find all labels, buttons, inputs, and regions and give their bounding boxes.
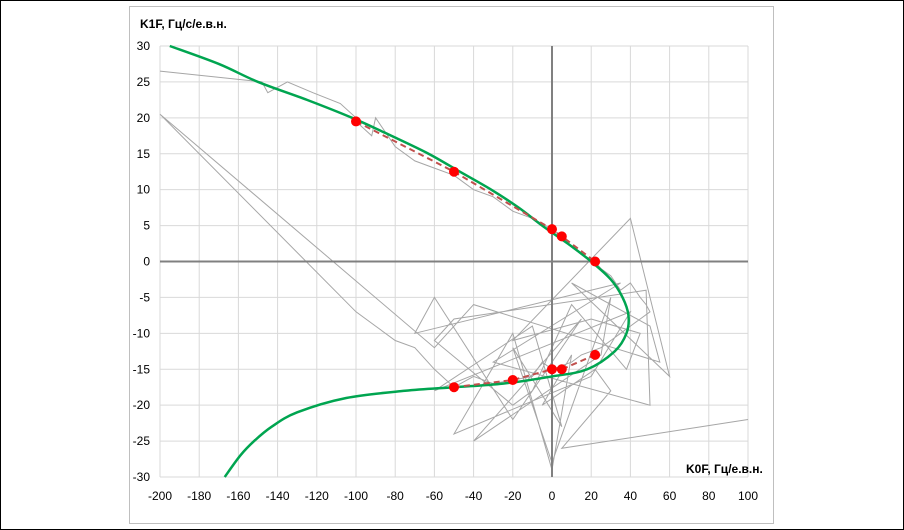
y-tick-label: 20 xyxy=(137,111,151,125)
tick-labels: -200 -180 -160 -140 -120 -100 -80 -60 -40 -20 0 20 4… xyxy=(133,39,759,503)
x-tick-label: -40 xyxy=(465,489,483,503)
x-tick-label: 100 xyxy=(738,489,758,503)
lower-points-marker xyxy=(556,364,567,375)
y-tick-label: 0 xyxy=(143,255,150,269)
fitted-curve-line xyxy=(169,44,630,478)
y-tick-label: -15 xyxy=(133,362,151,376)
x-tick-label: -60 xyxy=(426,489,444,503)
y-axis-title: K1F, Гц/с/е.в.н. xyxy=(140,17,227,31)
plot-area: -200 -180 -160 -140 -120 -100 -80 -60 -40 -20 0 20 4… xyxy=(129,6,774,524)
y-tick-label: -5 xyxy=(139,290,150,304)
y-tick-label: -30 xyxy=(133,470,151,484)
y-tick-label: -20 xyxy=(133,398,151,412)
x-tick-label: -20 xyxy=(504,489,522,503)
y-tick-label: -25 xyxy=(133,434,151,448)
y-tick-label: 30 xyxy=(137,39,151,53)
marker-series xyxy=(351,116,601,393)
x-tick-label: -180 xyxy=(187,489,211,503)
upper-points-marker xyxy=(449,166,459,177)
zero-axes xyxy=(160,46,748,477)
x-tick-label: 60 xyxy=(663,489,677,503)
y-tick-label: 25 xyxy=(137,75,151,89)
x-tick-label: 80 xyxy=(702,489,716,503)
y-tick-label: 15 xyxy=(137,147,151,161)
x-tick-label: 20 xyxy=(585,489,599,503)
lower-points-marker xyxy=(507,375,518,386)
upper-points-marker xyxy=(590,256,601,267)
lower-points-dashed-line xyxy=(453,353,596,389)
x-tick-label: 0 xyxy=(549,489,556,503)
upper-points-marker xyxy=(351,116,361,127)
x-tick-label: -140 xyxy=(266,489,290,503)
upper-points-marker xyxy=(547,224,557,235)
x-tick-label: -100 xyxy=(344,489,368,503)
upper-points-marker xyxy=(556,231,567,242)
lower-points-marker xyxy=(547,364,557,375)
x-tick-label: -120 xyxy=(305,489,329,503)
x-tick-label: -160 xyxy=(226,489,250,503)
lower-points-marker xyxy=(449,382,459,393)
x-tick-label: -200 xyxy=(148,489,172,503)
x-axis-title: K0F, Гц/е.в.н. xyxy=(686,462,763,476)
x-tick-label: 40 xyxy=(624,489,638,503)
x-tick-label: -80 xyxy=(387,489,405,503)
chart-svg: -200 -180 -160 -140 -120 -100 -80 -60 -40 -20 0 20 4… xyxy=(133,17,763,503)
y-tick-label: 5 xyxy=(143,219,150,233)
lower-points-marker xyxy=(590,349,601,360)
y-tick-label: 10 xyxy=(137,183,151,197)
raw-trajectory-series xyxy=(159,70,749,470)
raw-trajectory-line xyxy=(159,70,749,470)
y-tick-label: -10 xyxy=(133,326,151,340)
fitted-curve-series xyxy=(169,44,630,478)
